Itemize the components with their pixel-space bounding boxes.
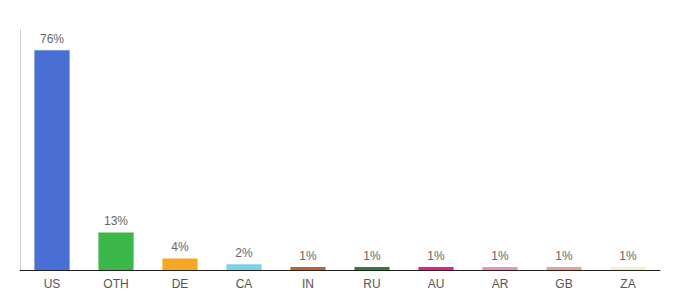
svg-text:OTH: OTH <box>103 277 128 291</box>
svg-text:1%: 1% <box>555 249 573 263</box>
svg-text:1%: 1% <box>619 249 637 263</box>
svg-text:AR: AR <box>492 277 509 291</box>
svg-text:AU: AU <box>428 277 445 291</box>
svg-text:4%: 4% <box>171 240 189 254</box>
svg-text:IN: IN <box>302 277 314 291</box>
svg-text:ZA: ZA <box>620 277 635 291</box>
svg-text:DE: DE <box>172 277 189 291</box>
svg-text:1%: 1% <box>363 249 381 263</box>
svg-text:CA: CA <box>236 277 253 291</box>
svg-text:US: US <box>44 277 61 291</box>
svg-text:1%: 1% <box>299 249 317 263</box>
svg-text:1%: 1% <box>491 249 509 263</box>
svg-text:76%: 76% <box>40 32 64 46</box>
svg-text:1%: 1% <box>427 249 445 263</box>
svg-text:GB: GB <box>555 277 572 291</box>
svg-text:RU: RU <box>363 277 380 291</box>
svg-text:13%: 13% <box>104 214 128 228</box>
svg-text:2%: 2% <box>235 246 253 260</box>
